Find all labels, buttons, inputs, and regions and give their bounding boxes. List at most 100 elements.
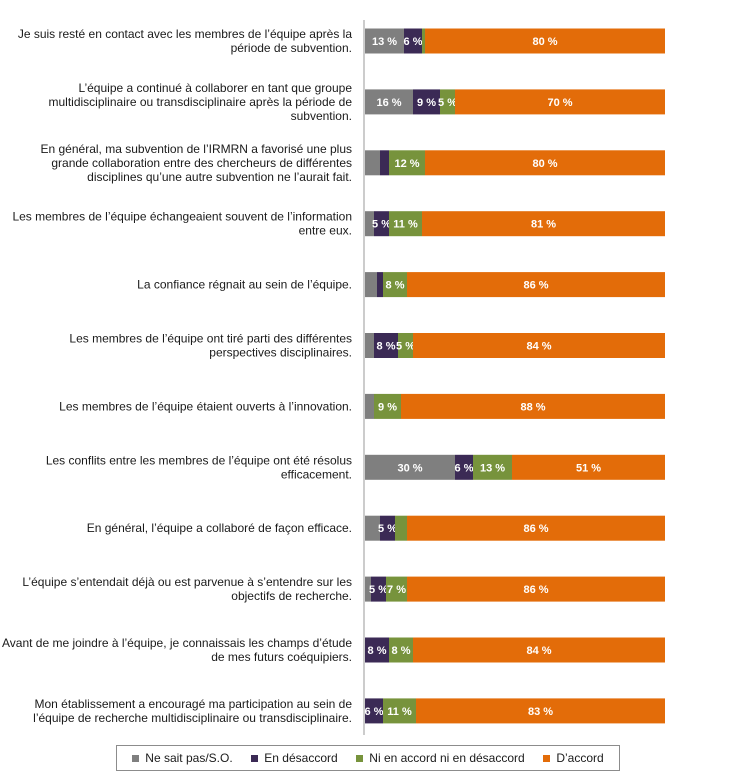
bar-segment (407, 272, 665, 298)
data-label: 8 % (392, 645, 411, 657)
category-label-line: subvention. (291, 109, 352, 123)
category-label: L’équipe s’entendait déjà ou est parvenu… (22, 575, 352, 603)
bar-segment (365, 637, 389, 663)
category-label-line: En général, ma subvention de l’IRMRN a f… (41, 142, 353, 156)
bar-segment (416, 698, 665, 724)
data-label: 5 % (372, 219, 391, 231)
bar-segment (455, 89, 665, 115)
bar-segment (365, 150, 380, 176)
category-label-line: L’équipe a continué à collaborer en tant… (78, 81, 352, 95)
data-label: 88 % (520, 401, 545, 413)
category-label: L’équipe a continué à collaborer en tant… (49, 81, 353, 123)
legend-label: D’accord (556, 751, 604, 765)
data-label: 84 % (526, 341, 551, 353)
data-label: 11 % (387, 706, 412, 718)
category-label-line: Les membres de l’équipe ont tiré parti d… (69, 332, 352, 346)
legend-item: Ni en accord ni en désaccord (356, 751, 525, 765)
category-label: La confiance régnait au sein de l’équipe… (137, 278, 352, 292)
data-label: 70 % (547, 97, 572, 109)
legend-label: Ne sait pas/S.O. (145, 751, 233, 765)
data-label: 5 % (396, 341, 415, 353)
category-label-line: l’équipe de recherche multidisciplinaire… (33, 711, 352, 725)
bar-segment (374, 393, 401, 419)
bar-segment (365, 333, 374, 358)
category-label-line: grande collaboration entre des chercheur… (51, 156, 352, 170)
data-label: 86 % (523, 280, 548, 292)
category-label: Mon établissement a encouragé ma partici… (33, 697, 352, 725)
bar-segment (386, 576, 407, 602)
bar-segment (413, 89, 440, 115)
legend-item: En désaccord (251, 751, 338, 765)
category-label-line: Je suis resté en contact avec les membre… (18, 27, 352, 41)
legend-label: Ni en accord ni en désaccord (369, 751, 525, 765)
category-label: Avant de me joindre à l’équipe, je conna… (2, 636, 352, 664)
category-label-line: période de subvention. (231, 41, 352, 55)
category-label: Les membres de l’équipe étaient ouverts … (59, 399, 352, 413)
bar-segment (404, 28, 422, 54)
bar-segment (473, 454, 512, 480)
data-label: 12 % (394, 158, 419, 170)
bar-segment (377, 272, 383, 298)
category-label-line: objectifs de recherche. (231, 589, 352, 603)
data-label: 8 % (377, 341, 396, 353)
data-label: 84 % (526, 645, 551, 657)
category-label-line: L’équipe s’entendait déjà ou est parvenu… (22, 575, 352, 589)
data-label: 8 % (368, 645, 387, 657)
data-label: 5 % (369, 584, 388, 596)
bar-segment (398, 333, 413, 358)
data-label: 5 % (438, 97, 457, 109)
bar-segment (422, 28, 425, 54)
bar-segment (440, 89, 455, 115)
category-label-line: disciplines qu’une autre subvention ne l… (87, 170, 352, 184)
legend-swatch (132, 754, 140, 762)
bar-segment (365, 454, 455, 480)
bar-segment (365, 28, 404, 54)
data-label: 83 % (528, 706, 553, 718)
data-label: 7 % (387, 584, 406, 596)
category-label-line: Les membres de l’équipe échangeaient sou… (12, 210, 352, 224)
data-label: 86 % (523, 584, 548, 596)
data-label: 8 % (386, 280, 405, 292)
bar-segment (380, 515, 395, 541)
bar-segment (374, 211, 389, 237)
bar-segment (365, 211, 374, 237)
bar-segment (365, 272, 377, 298)
bar-segment (383, 272, 407, 298)
category-label-line: efficacement. (281, 467, 352, 481)
data-label: 9 % (378, 401, 397, 413)
category-label-line: La confiance régnait au sein de l’équipe… (137, 278, 352, 292)
bar-segment (389, 637, 413, 663)
category-label-line: perspectives disciplinaires. (209, 346, 352, 360)
data-label: 80 % (532, 158, 557, 170)
category-label-line: de mes futurs coéquipiers. (211, 650, 352, 664)
data-label: 6 % (365, 706, 384, 718)
category-label-line: entre eux. (299, 224, 352, 238)
bar-segment (422, 211, 665, 237)
legend-item: D’accord (543, 751, 604, 765)
bar-segment (413, 333, 665, 358)
data-label: 30 % (397, 462, 422, 474)
bar-segment (365, 393, 374, 419)
legend: Ne sait pas/S.O. En désaccord Ni en accord… (116, 745, 620, 771)
bar-segment (389, 150, 425, 176)
legend-label: En désaccord (264, 751, 338, 765)
data-label: 80 % (532, 36, 557, 48)
data-label: 81 % (531, 219, 556, 231)
legend-swatch (251, 754, 259, 762)
data-label: 6 % (455, 462, 474, 474)
data-label: 5 % (378, 523, 397, 535)
bar-segment (425, 150, 665, 176)
data-label: 6 % (404, 36, 423, 48)
category-label: Je suis resté en contact avec les membre… (18, 27, 352, 55)
bar-segment (380, 150, 389, 176)
category-label-line: multidisciplinaire ou transdisciplinaire… (49, 95, 353, 109)
category-labels-layer: Je suis resté en contact avec les membre… (2, 27, 352, 725)
data-label: 16 % (376, 97, 401, 109)
bar-segment (365, 576, 371, 602)
bar-segment (407, 515, 665, 541)
bar-segment (365, 515, 380, 541)
category-label-line: Avant de me joindre à l’équipe, je conna… (2, 636, 352, 650)
category-label-line: Mon établissement a encouragé ma partici… (34, 697, 352, 711)
category-label: Les membres de l’équipe ont tiré parti d… (69, 332, 352, 360)
